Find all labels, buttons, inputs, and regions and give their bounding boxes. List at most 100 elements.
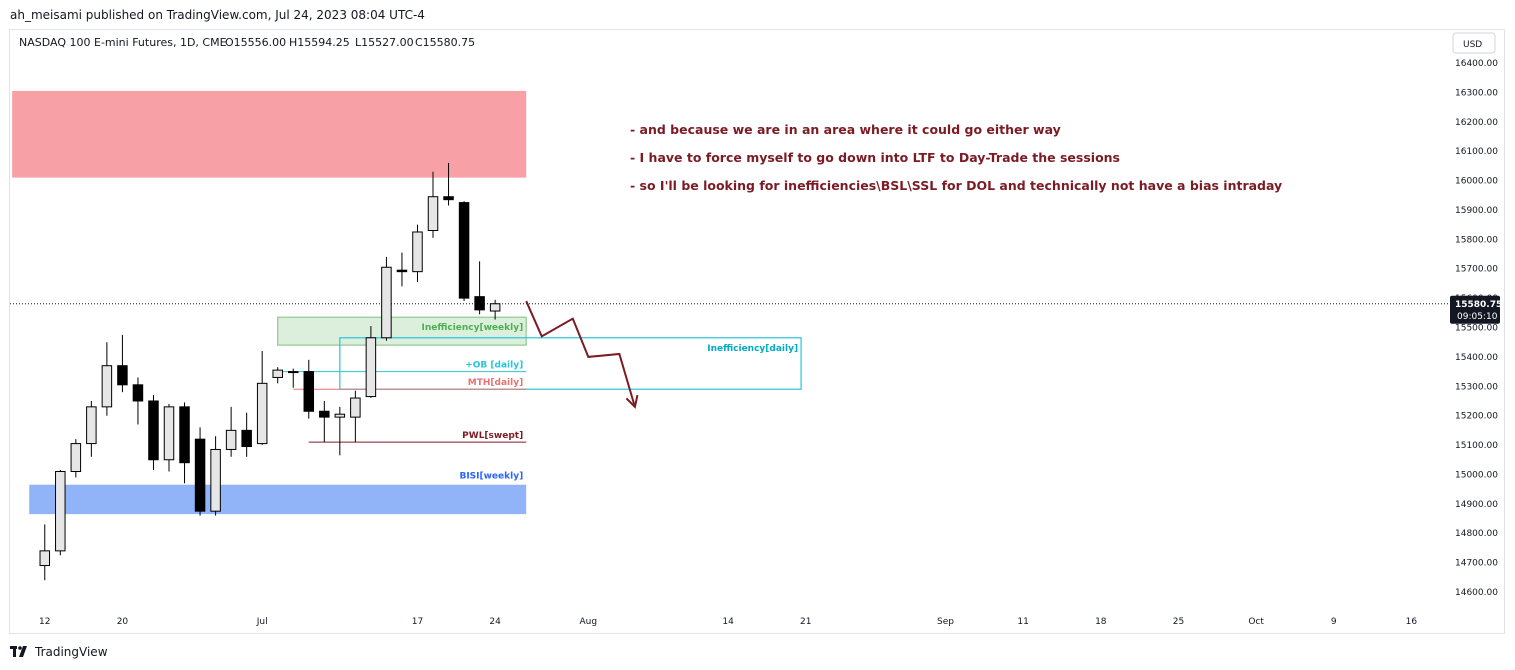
- y-tick-label: 15100.00: [1455, 441, 1498, 451]
- candle-body-down: [443, 196, 454, 201]
- candle-14[interactable]: [241, 412, 252, 457]
- candle-body-up: [39, 550, 51, 567]
- candle-12[interactable]: [210, 436, 221, 516]
- y-tick-label: 16000.00: [1455, 177, 1498, 187]
- candle-13[interactable]: [225, 406, 237, 457]
- y-tick-label: 15000.00: [1455, 470, 1498, 480]
- time-axis[interactable]: 12 20 Jul 17 24 Aug 14 21 Sep 11 18 25 Oct 9 16: [39, 617, 1417, 627]
- currency-button[interactable]: USD: [1452, 32, 1496, 54]
- projection-arrow: [525, 300, 639, 409]
- price-axis[interactable]: 16400.00 16300.00 16200.00 16100.00 16000.00…: [1455, 59, 1498, 598]
- y-tick-label: 14600.00: [1455, 588, 1498, 598]
- candle-body-up: [55, 471, 66, 552]
- candle-body-down: [396, 269, 408, 273]
- x-tick-label: 16: [1406, 617, 1418, 627]
- candle-10[interactable]: [179, 402, 190, 484]
- candles-layer: [39, 162, 501, 581]
- y-tick-label: 15800.00: [1455, 235, 1498, 245]
- candle-body-down: [303, 371, 315, 412]
- candle-26[interactable]: [427, 171, 439, 238]
- candle-23[interactable]: [381, 256, 392, 341]
- candle-body-up: [163, 406, 175, 461]
- candle-29[interactable]: [474, 261, 485, 315]
- inefficiency-weekly-zone-label: Inefficiency[weekly]: [421, 323, 523, 333]
- candle-2[interactable]: [55, 470, 66, 556]
- levels-layer: [277, 371, 527, 443]
- candle-body-up: [350, 397, 361, 418]
- y-tick-label: 14800.00: [1455, 529, 1498, 539]
- annotation-line-2: - I have to force myself to go down into…: [630, 150, 1120, 165]
- candle-8[interactable]: [148, 395, 159, 471]
- candle-5[interactable]: [101, 342, 113, 416]
- price-tag-value: 15580.75: [1455, 300, 1502, 310]
- candle-body-down: [458, 202, 470, 299]
- candle-1[interactable]: [39, 524, 51, 581]
- candle-16[interactable]: [272, 367, 283, 384]
- annotation-line-3: - so I'll be looking for inefficiencies\…: [630, 178, 1282, 193]
- brand-label: TradingView: [35, 645, 108, 659]
- y-tick-label: 16300.00: [1455, 88, 1498, 98]
- y-tick-label: 16200.00: [1455, 118, 1498, 128]
- x-tick-label: 11: [1017, 617, 1028, 627]
- candle-15[interactable]: [256, 351, 268, 446]
- bisi-weekly-zone-label: BISI[weekly]: [459, 472, 523, 482]
- candle-body-up: [412, 231, 423, 273]
- x-tick-label: 17: [412, 617, 423, 627]
- candle-19[interactable]: [319, 400, 330, 443]
- x-tick-label: 24: [489, 617, 501, 627]
- candle-body-up: [287, 371, 299, 374]
- y-tick-label: 15400.00: [1455, 353, 1498, 363]
- tradingview-logo[interactable]: TradingView: [10, 645, 108, 659]
- candle-11[interactable]: [194, 427, 206, 516]
- pwl-swept-level-label: PWL[swept]: [462, 431, 523, 441]
- candle-18[interactable]: [303, 359, 315, 419]
- candle-body-down: [132, 384, 144, 402]
- x-tick-label: 20: [117, 617, 129, 627]
- projection-path[interactable]: [525, 300, 636, 408]
- x-tick-label: 9: [1331, 617, 1337, 627]
- candle-21[interactable]: [350, 390, 361, 443]
- bisi-weekly-zone[interactable]: [29, 484, 527, 515]
- candle-30[interactable]: [489, 299, 501, 320]
- candle-body-down: [319, 410, 330, 418]
- zones-layer: [12, 90, 802, 515]
- candle-28[interactable]: [458, 201, 470, 302]
- chart-frame[interactable]: Inefficiency[weekly] Inefficiency[daily] B…: [9, 29, 1505, 634]
- candle-27[interactable]: [443, 162, 454, 206]
- candle-body-down: [194, 438, 206, 512]
- candle-22[interactable]: [365, 326, 377, 399]
- candle-4[interactable]: [86, 400, 97, 457]
- candle-body-down: [179, 406, 190, 464]
- candle-body-down: [117, 365, 128, 386]
- candle-17[interactable]: [287, 368, 299, 388]
- inefficiency-daily-zone-label: Inefficiency[daily]: [707, 344, 798, 354]
- ohlc-open: O15556.00: [225, 36, 286, 49]
- inefficiency-weekly-zone[interactable]: [277, 316, 527, 346]
- y-tick-label: 16100.00: [1455, 147, 1498, 157]
- premium-zone[interactable]: [12, 90, 527, 178]
- ohlc-high: H15594.25: [289, 36, 350, 49]
- candle-24[interactable]: [396, 252, 408, 287]
- candle-body-up: [381, 266, 392, 339]
- candle-20[interactable]: [334, 406, 346, 456]
- price-tag-countdown: 09:05:10: [1457, 312, 1498, 322]
- y-tick-label: 15300.00: [1455, 382, 1498, 392]
- projection-arrowhead: [625, 394, 639, 409]
- candle-body-up: [489, 303, 501, 312]
- chart-canvas[interactable]: Inefficiency[weekly] Inefficiency[daily] B…: [10, 30, 1506, 635]
- x-tick-label: 14: [722, 617, 734, 627]
- candle-9[interactable]: [163, 403, 175, 472]
- published-line: ah_meisami published on TradingView.com,…: [10, 8, 425, 22]
- candle-body-up: [86, 406, 97, 445]
- annotation-block: - and because we are in an area where it…: [630, 122, 1282, 193]
- inefficiency-daily-zone[interactable]: [339, 337, 802, 390]
- candle-7[interactable]: [132, 377, 144, 425]
- x-tick-label: 18: [1095, 617, 1107, 627]
- candle-6[interactable]: [117, 334, 128, 393]
- candle-3[interactable]: [70, 439, 82, 478]
- candle-25[interactable]: [412, 224, 423, 282]
- candle-body-up: [210, 448, 221, 512]
- candle-body-up: [225, 429, 237, 450]
- y-tick-label: 15500.00: [1455, 324, 1498, 334]
- x-tick-label: 21: [800, 617, 811, 627]
